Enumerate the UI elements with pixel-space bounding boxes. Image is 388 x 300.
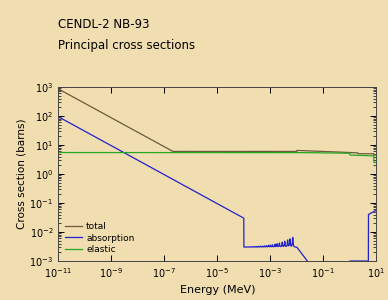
- total: [371, 153, 376, 157]
- absorption: [248, 245, 253, 249]
- Text: Principal cross sections: Principal cross sections: [58, 39, 195, 52]
- total: [353, 151, 358, 154]
- absorption: [353, 259, 358, 263]
- elastic: [374, 161, 379, 164]
- elastic: [135, 151, 140, 154]
- absorption: [56, 115, 61, 119]
- Line: elastic: elastic: [58, 152, 376, 163]
- total: [56, 87, 61, 91]
- total: [248, 150, 253, 153]
- total: [284, 150, 288, 153]
- Line: total: total: [58, 89, 376, 155]
- elastic: [290, 151, 295, 154]
- total: [206, 150, 211, 153]
- absorption: [284, 244, 288, 248]
- elastic: [353, 153, 358, 157]
- Y-axis label: Cross section (barns): Cross section (barns): [17, 119, 26, 229]
- elastic: [248, 151, 253, 154]
- total: [260, 150, 265, 153]
- total: [374, 153, 379, 157]
- Line: absorption: absorption: [58, 117, 376, 290]
- total: [135, 130, 140, 134]
- absorption: [374, 208, 379, 212]
- absorption: [135, 158, 140, 162]
- Text: CENDL-2 NB-93: CENDL-2 NB-93: [58, 18, 150, 31]
- Legend: total, absorption, elastic: total, absorption, elastic: [63, 220, 137, 256]
- elastic: [371, 161, 376, 164]
- elastic: [260, 151, 265, 154]
- absorption: [260, 244, 265, 248]
- absorption: [206, 197, 211, 201]
- X-axis label: Energy (MeV): Energy (MeV): [180, 285, 255, 295]
- absorption: [337, 288, 341, 292]
- elastic: [284, 151, 288, 154]
- elastic: [56, 151, 61, 154]
- elastic: [206, 151, 211, 154]
